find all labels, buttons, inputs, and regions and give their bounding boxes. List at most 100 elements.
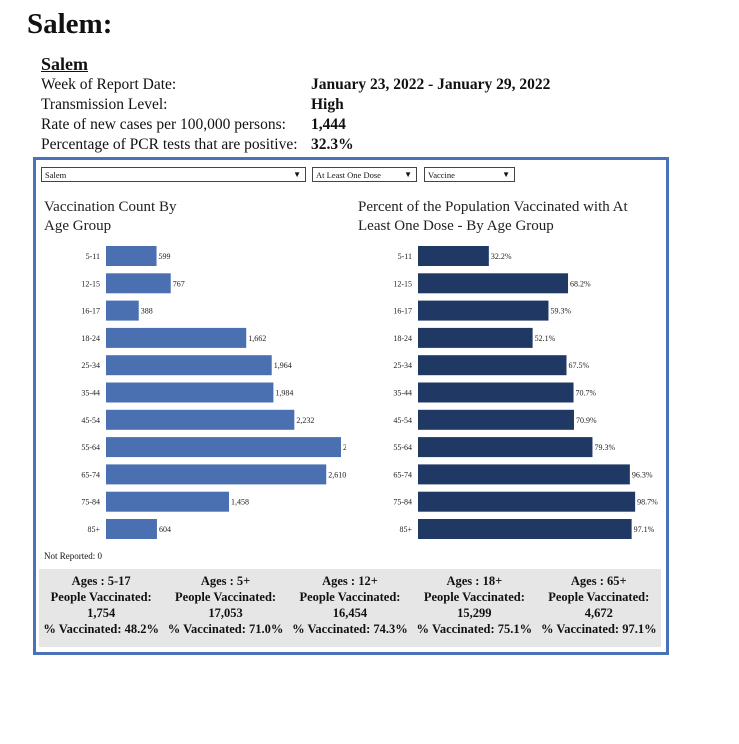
- summary-ages: Ages : 65+: [570, 574, 627, 588]
- bar[interactable]: [418, 327, 533, 348]
- dose-dropdown-value: At Least One Dose: [316, 170, 381, 180]
- summary-people-label: People Vaccinated:: [50, 590, 152, 604]
- bar[interactable]: [106, 327, 247, 348]
- data-label: 59.3%: [550, 307, 571, 316]
- data-label: 67.5%: [569, 361, 590, 370]
- category-label: 65-74: [81, 470, 100, 479]
- category-label: 65-74: [393, 470, 412, 479]
- category-label: 16-17: [393, 307, 412, 316]
- category-label: 16-17: [81, 307, 100, 316]
- summary-people-label: People Vaccinated:: [548, 590, 650, 604]
- bar[interactable]: [418, 355, 567, 376]
- category-label: 75-84: [393, 498, 412, 507]
- data-label: 2,232: [296, 416, 314, 425]
- location-dropdown[interactable]: Salem ▼: [41, 167, 306, 182]
- data-label: 32.2%: [491, 252, 512, 261]
- report-row-positivity: Percentage of PCR tests that are positiv…: [41, 135, 550, 155]
- category-label: 85+: [399, 525, 412, 534]
- bar[interactable]: [418, 273, 569, 294]
- bar[interactable]: [106, 464, 327, 485]
- category-label: 35-44: [393, 389, 412, 398]
- data-label: 2,610: [328, 470, 346, 479]
- summary-ages: Ages : 5-17: [71, 574, 131, 588]
- summary-people-label: People Vaccinated:: [423, 590, 525, 604]
- product-dropdown-value: Vaccine: [428, 170, 455, 180]
- summary-column: Ages : 5+ People Vaccinated: 17,053 % Vacci…: [168, 569, 284, 647]
- report-value: 32.3%: [311, 136, 354, 153]
- summary-panel: Ages : 5-17 People Vaccinated: 1,754 % Vacc…: [39, 569, 661, 647]
- report-location-name: Salem: [41, 54, 88, 74]
- summary-pct: % Vaccinated: 71.0%: [167, 622, 284, 636]
- bar[interactable]: [418, 246, 489, 266]
- report-info: Salem Week of Report Date: January 23, 2…: [41, 54, 550, 155]
- summary-column: Ages : 65+ People Vaccinated: 4,672 % Vacci…: [541, 569, 657, 647]
- category-label: 18-24: [393, 334, 412, 343]
- bar[interactable]: [106, 491, 230, 512]
- bar[interactable]: [106, 355, 272, 376]
- vaccination-dashboard: Salem ▼ At Least One Dose ▼ Vaccine ▼ Va…: [33, 157, 669, 655]
- bar[interactable]: [106, 409, 295, 430]
- count-chart: 5-11 599 12-15 767 16-17 388 18-24 1,662 25-34 1,…: [81, 246, 346, 539]
- bar[interactable]: [418, 464, 630, 485]
- dose-dropdown[interactable]: At Least One Dose ▼: [312, 167, 417, 182]
- category-label: 5-11: [398, 252, 412, 261]
- category-label: 55-64: [393, 443, 412, 452]
- bar[interactable]: [106, 382, 274, 403]
- report-row-transmission: Transmission Level: High: [41, 95, 550, 115]
- bar[interactable]: [106, 246, 157, 266]
- bar[interactable]: [106, 300, 139, 321]
- summary-people-value: 4,672: [584, 606, 613, 620]
- percent-chart: 5-11 32.2% 12-15 68.2% 16-17 59.3% 18-24 52.1% 2…: [393, 246, 658, 539]
- data-label: 96.3%: [632, 470, 653, 479]
- bar[interactable]: [106, 437, 341, 458]
- data-label: 388: [141, 307, 153, 316]
- summary-column: Ages : 12+ People Vaccinated: 16,454 % Vacc…: [292, 569, 408, 647]
- bar[interactable]: [418, 437, 593, 458]
- data-label: 97.1%: [634, 525, 655, 534]
- chevron-down-icon: ▼: [502, 170, 510, 179]
- product-dropdown[interactable]: Vaccine ▼: [424, 167, 515, 182]
- summary-pct: % Vaccinated: 48.2%: [43, 622, 159, 636]
- category-label: 55-64: [81, 443, 100, 452]
- not-reported-note: Not Reported: 0: [44, 551, 102, 561]
- page-title: Salem:: [27, 8, 113, 40]
- report-row-week: Week of Report Date: January 23, 2022 - …: [41, 75, 550, 95]
- bar[interactable]: [418, 491, 636, 512]
- count-chart-title: Vaccination Count By Age Group: [44, 199, 177, 234]
- data-label: 1,984: [275, 389, 293, 398]
- data-label: 79.3%: [594, 443, 615, 452]
- report-label: Percentage of PCR tests that are positiv…: [41, 136, 298, 153]
- summary-ages: Ages : 18+: [446, 574, 503, 588]
- bar[interactable]: [418, 409, 574, 430]
- bar[interactable]: [418, 519, 632, 539]
- summary-column: Ages : 5-17 People Vaccinated: 1,754 % Vacc…: [43, 569, 159, 647]
- bar[interactable]: [418, 300, 549, 321]
- summary-pct: % Vaccinated: 97.1%: [540, 622, 657, 636]
- data-label: 1,458: [231, 498, 249, 507]
- bar[interactable]: [106, 273, 171, 294]
- category-label: 12-15: [393, 279, 412, 288]
- category-label: 12-15: [81, 279, 100, 288]
- data-label: 604: [159, 525, 171, 534]
- bar[interactable]: [106, 519, 157, 539]
- summary-people-value: 15,299: [457, 606, 492, 620]
- category-label: 45-54: [81, 416, 100, 425]
- summary-people-value: 16,454: [332, 606, 368, 620]
- summary-people-value: 1,754: [87, 606, 116, 620]
- data-label: 1,964: [274, 361, 292, 370]
- summary-pct: % Vaccinated: 74.3%: [292, 622, 408, 636]
- summary-people-value: 17,053: [208, 606, 243, 620]
- category-label: 25-34: [393, 361, 412, 370]
- category-label: 45-54: [393, 416, 412, 425]
- data-label: 2,785: [343, 443, 346, 452]
- data-label: 767: [173, 279, 185, 288]
- category-label: 35-44: [81, 389, 100, 398]
- bar[interactable]: [418, 382, 574, 403]
- chevron-down-icon: ▼: [404, 170, 412, 179]
- data-label: 1,662: [248, 334, 266, 343]
- category-label: 5-11: [86, 252, 100, 261]
- category-label: 75-84: [81, 498, 100, 507]
- summary-people-label: People Vaccinated:: [299, 590, 401, 604]
- summary-column: Ages : 18+ People Vaccinated: 15,299 % Vacc…: [417, 569, 533, 647]
- report-value: High: [311, 96, 344, 113]
